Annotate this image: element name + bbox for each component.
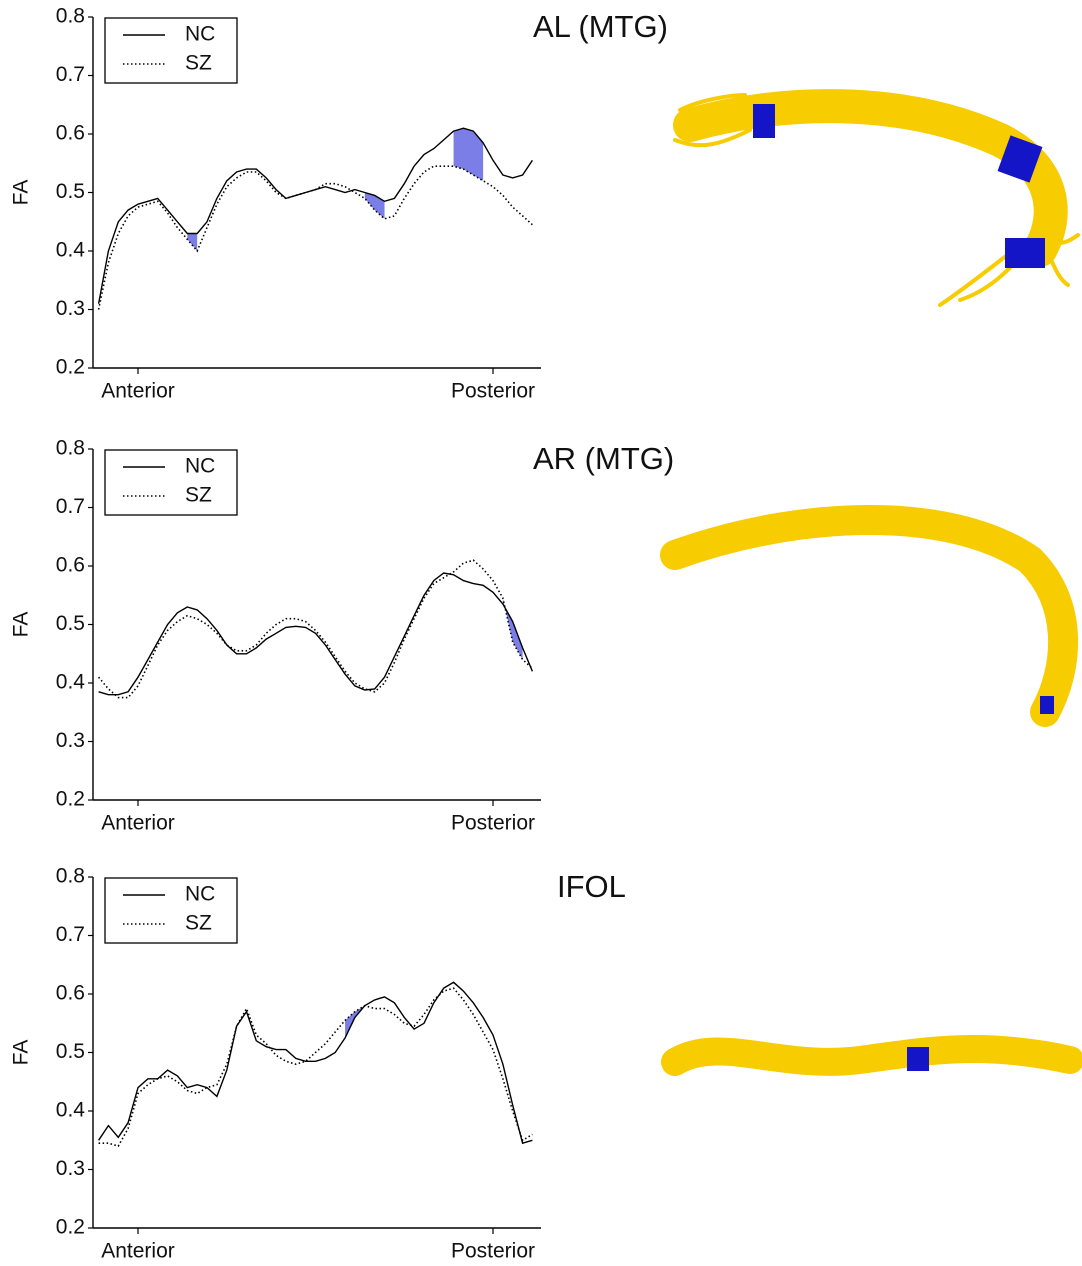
x-tick-label: Anterior xyxy=(101,380,175,403)
y-tick-label: 0.5 xyxy=(56,180,85,203)
y-tick-label: 0.2 xyxy=(56,356,85,379)
y-tick-label: 0.7 xyxy=(56,63,85,86)
y-tick-label: 0.2 xyxy=(56,788,85,811)
y-tick-label: 0.4 xyxy=(56,1099,86,1122)
y-tick-label: 0.8 xyxy=(56,5,85,28)
y-tick-label: 0.2 xyxy=(56,1216,85,1239)
legend-label: SZ xyxy=(185,912,212,935)
tract-fibers xyxy=(673,93,1080,307)
tract-bundle xyxy=(660,505,1078,727)
legend-label: SZ xyxy=(185,52,212,75)
legend-label: NC xyxy=(185,455,215,478)
chart-title: AL (MTG) xyxy=(533,9,668,44)
x-tick-label: Posterior xyxy=(451,380,535,403)
legend-box xyxy=(104,877,238,944)
y-tick-label: 0.8 xyxy=(56,865,85,888)
y-tick-label: 0.3 xyxy=(56,729,85,752)
chart-panel: Anterior Posterior 0.2 0.3 0.4 0.5 0.6 0.7 0.8 FA… xyxy=(10,437,675,835)
tract-segment xyxy=(1005,238,1045,268)
shaded-region xyxy=(453,128,484,181)
y-axis-label: FA xyxy=(10,612,33,638)
tract-ar xyxy=(660,505,1078,727)
y-axis-label: FA xyxy=(10,180,33,206)
chart-panel: Anterior Posterior 0.2 0.3 0.4 0.5 0.6 0.7 0.8 FA… xyxy=(10,865,626,1263)
tract-segment xyxy=(997,135,1043,183)
y-tick-label: 0.5 xyxy=(56,1040,85,1063)
tract-al xyxy=(673,89,1080,307)
y-tick-label: 0.3 xyxy=(56,1157,85,1180)
series-line xyxy=(97,165,533,310)
y-tick-label: 0.7 xyxy=(56,923,85,946)
chart-panel: Anterior Posterior 0.2 0.3 0.4 0.5 0.6 0.7 0.8 FA… xyxy=(10,5,668,403)
legend-label: NC xyxy=(185,883,215,906)
legend-label: NC xyxy=(185,23,215,46)
shaded-region xyxy=(502,598,523,660)
y-tick-label: 0.4 xyxy=(56,671,86,694)
x-tick-label: Anterior xyxy=(101,1240,175,1263)
tract-segment xyxy=(907,1047,929,1071)
x-tick-label: Anterior xyxy=(101,812,175,835)
tract-bundle xyxy=(673,89,1068,267)
tract-ifol xyxy=(661,1035,1082,1076)
series-line xyxy=(98,987,533,1148)
tract-bundle xyxy=(661,1035,1082,1076)
shaded-region xyxy=(364,192,385,219)
series-line xyxy=(98,572,534,696)
y-tick-label: 0.7 xyxy=(56,495,85,518)
y-tick-label: 0.6 xyxy=(56,554,85,577)
x-tick-label: Posterior xyxy=(451,1240,535,1263)
shaded-region xyxy=(187,233,198,251)
legend-label: SZ xyxy=(185,484,212,507)
legend-box xyxy=(104,449,238,516)
y-tick-label: 0.5 xyxy=(56,612,85,635)
tract-segment xyxy=(1040,696,1054,714)
y-tick-label: 0.8 xyxy=(56,437,85,460)
series-line xyxy=(98,981,533,1145)
y-tick-label: 0.6 xyxy=(56,982,85,1005)
tract-images xyxy=(660,89,1082,1076)
y-axis-label: FA xyxy=(10,1040,33,1066)
chart-title: IFOL xyxy=(557,869,626,904)
x-tick-label: Posterior xyxy=(451,812,535,835)
tract-segment xyxy=(753,104,775,138)
chart-title: AR (MTG) xyxy=(533,441,674,476)
legend-box xyxy=(104,17,238,84)
y-tick-label: 0.6 xyxy=(56,122,85,145)
y-tick-label: 0.4 xyxy=(56,239,86,262)
y-tick-label: 0.3 xyxy=(56,297,85,320)
series-line xyxy=(97,559,533,699)
